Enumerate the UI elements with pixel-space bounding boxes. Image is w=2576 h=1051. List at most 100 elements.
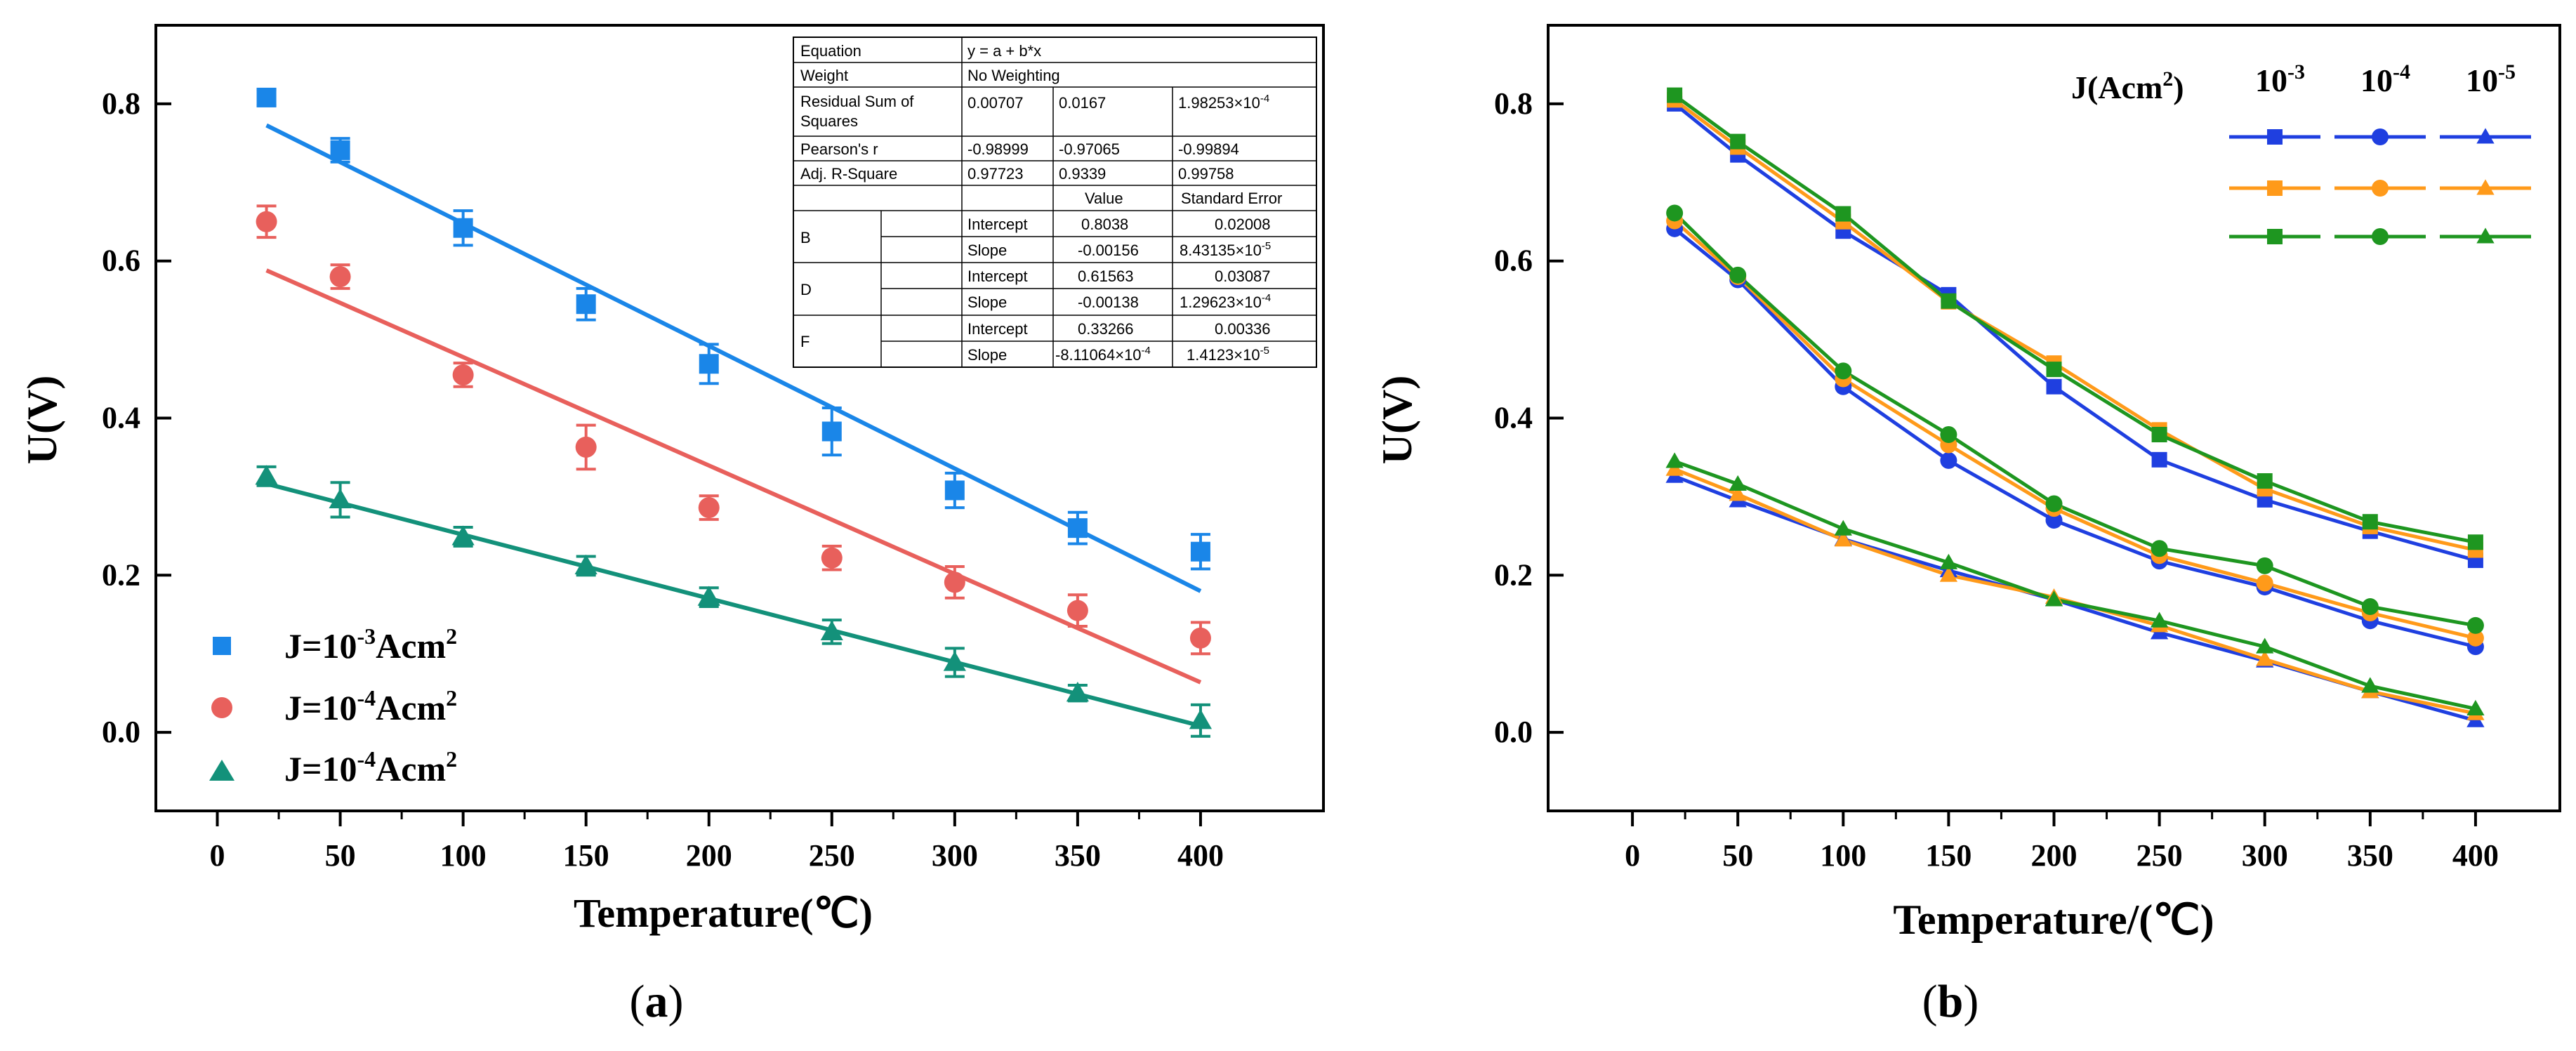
series-line bbox=[1674, 459, 2476, 710]
d-slope-error: 1.29623×10-4 bbox=[1180, 292, 1271, 311]
legend-key-marker bbox=[2267, 229, 2283, 244]
y-tick-label: 0.6 bbox=[102, 244, 140, 278]
x-tick-label: 400 bbox=[1177, 838, 1224, 873]
legend-key-marker bbox=[2476, 179, 2495, 195]
series-line bbox=[1673, 227, 2476, 649]
panel-b-legend: J(Acm2) 10-3 10-4 10-5 bbox=[2071, 60, 2531, 245]
data-point bbox=[1834, 531, 1852, 547]
x-tick-label: 150 bbox=[563, 838, 609, 873]
y-tick-label: 0.0 bbox=[102, 715, 140, 749]
group-d: D bbox=[800, 281, 812, 298]
f-slope-error: 1.4123×10-5 bbox=[1187, 345, 1269, 364]
b-slope-label: Slope bbox=[967, 242, 1007, 259]
b-slope-error: 8.43135×10-5 bbox=[1180, 240, 1271, 259]
data-point bbox=[1190, 541, 1210, 562]
data-point bbox=[1834, 520, 1852, 536]
legend-entry-3: J=10-4Acm2 bbox=[284, 746, 457, 788]
b-intercept-value: 0.8038 bbox=[1081, 216, 1128, 233]
f-intercept-error: 0.00336 bbox=[1215, 320, 1271, 338]
panel-b: 0.0 0.2 0.4 0.6 0.8 0 50 100 150 200 250 300 350 400… bbox=[1374, 24, 2561, 1027]
data-point bbox=[329, 488, 352, 508]
data-point bbox=[944, 480, 965, 501]
legend-triangle-marker bbox=[209, 760, 235, 781]
data-point bbox=[1067, 518, 1088, 538]
x-tick-label: 250 bbox=[2136, 838, 2183, 873]
x-tick-label: 0 bbox=[210, 838, 225, 873]
data-point bbox=[1066, 682, 1089, 702]
data-point bbox=[329, 266, 351, 288]
cell-pearson-3: -0.99894 bbox=[1178, 140, 1239, 158]
data-point bbox=[1835, 362, 1852, 380]
d-slope-value: -0.00138 bbox=[1078, 293, 1139, 311]
cell-weight-value: No Weighting bbox=[967, 67, 1060, 84]
b-slope-value: -0.00156 bbox=[1078, 242, 1139, 259]
panel-b-data-points bbox=[1665, 87, 2485, 727]
y-tick-label: 0.2 bbox=[1494, 557, 1533, 592]
x-tick-label: 350 bbox=[2347, 838, 2393, 873]
data-point bbox=[2257, 473, 2273, 489]
data-point bbox=[699, 354, 719, 374]
x-tick-label: 200 bbox=[2031, 838, 2078, 873]
d-slope-label: Slope bbox=[967, 293, 1007, 311]
panel-b-x-ticks: 0 50 100 150 200 250 300 350 400 bbox=[1625, 811, 2499, 873]
data-point bbox=[1189, 709, 1213, 729]
x-tick-label: 400 bbox=[2452, 838, 2499, 873]
f-intercept-value: 0.33266 bbox=[1078, 320, 1134, 338]
x-tick-label: 200 bbox=[686, 838, 732, 873]
panel-b-y-ticks: 0.0 0.2 0.4 0.6 0.8 bbox=[1494, 86, 1564, 749]
data-point bbox=[2467, 534, 2483, 550]
cell-equation-value: y = a + b*x bbox=[967, 42, 1041, 60]
data-point bbox=[1940, 451, 1957, 469]
panel-a-x-axis-label: Temperature(℃) bbox=[574, 890, 873, 936]
legend-keys bbox=[2229, 128, 2531, 245]
data-point bbox=[574, 554, 597, 574]
d-intercept-error: 0.03087 bbox=[1215, 267, 1271, 285]
data-point bbox=[1066, 600, 1088, 621]
data-point bbox=[1730, 133, 1746, 150]
panel-a-y-ticks: 0.0 0.2 0.4 0.6 0.8 bbox=[102, 86, 171, 749]
legend-entry-2: J=10-4Acm2 bbox=[284, 685, 457, 727]
data-point bbox=[1941, 293, 1957, 309]
legend-entry-1: J=10-3Acm2 bbox=[284, 623, 457, 666]
data-point bbox=[2046, 378, 2062, 395]
data-point bbox=[821, 547, 843, 569]
data-point bbox=[1835, 206, 1851, 222]
fit-line bbox=[265, 482, 1201, 728]
legend-key-marker bbox=[2476, 128, 2495, 144]
data-point bbox=[2466, 699, 2485, 716]
panel-a-x-ticks: 0 50 100 150 200 250 300 350 400 bbox=[210, 811, 1224, 873]
x-tick-label: 100 bbox=[1820, 838, 1866, 873]
panel-a-label: (a) bbox=[630, 976, 684, 1027]
cell-rss-1: 0.00707 bbox=[967, 94, 1024, 112]
panel-a-fit-lines bbox=[265, 123, 1202, 728]
y-tick-label: 0.0 bbox=[1494, 715, 1533, 749]
data-point bbox=[453, 218, 473, 238]
x-tick-label: 300 bbox=[2242, 838, 2288, 873]
data-point bbox=[2045, 495, 2063, 513]
group-f: F bbox=[800, 333, 810, 350]
cell-r2-2: 0.9339 bbox=[1059, 165, 1106, 183]
cell-equation: Equation bbox=[800, 42, 861, 60]
panel-b-label: (b) bbox=[1922, 976, 1979, 1027]
y-tick-label: 0.2 bbox=[102, 557, 140, 592]
data-point bbox=[2361, 598, 2379, 616]
data-point bbox=[1189, 627, 1211, 649]
panel-a-legend: J=10-3Acm2 J=10-4Acm2 J=10-4Acm2 bbox=[209, 623, 457, 788]
series-line bbox=[1673, 219, 2476, 640]
series-line bbox=[1673, 93, 2476, 544]
cell-pearson-label: Pearson's r bbox=[800, 140, 878, 158]
x-tick-label: 350 bbox=[1055, 838, 1101, 873]
data-point bbox=[2045, 590, 2063, 607]
table-grid bbox=[793, 37, 1316, 367]
data-point bbox=[698, 497, 720, 519]
header-std-error: Standard Error bbox=[1181, 190, 1282, 207]
panel-a-data-points bbox=[255, 87, 1213, 729]
fit-line bbox=[265, 123, 1202, 593]
data-point bbox=[2045, 511, 2063, 529]
legend-key-marker bbox=[2267, 180, 2283, 196]
data-point bbox=[2256, 637, 2274, 654]
data-point bbox=[2256, 650, 2274, 666]
data-point bbox=[451, 525, 475, 546]
cell-weight: Weight bbox=[800, 67, 848, 84]
